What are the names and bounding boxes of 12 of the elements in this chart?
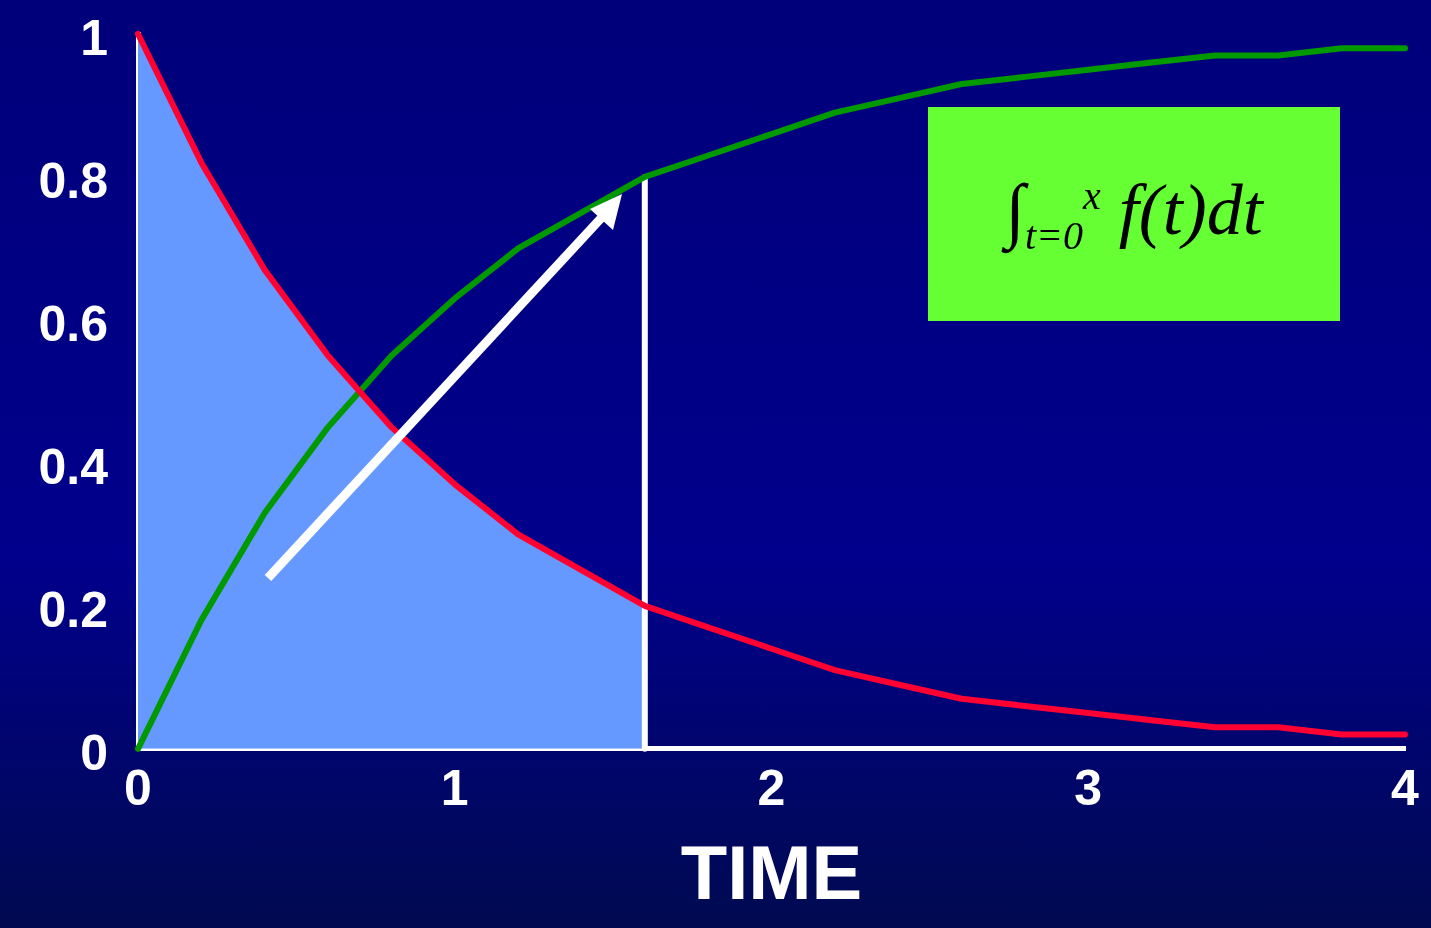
y-tick-label: 1 [80, 10, 108, 66]
y-tick-label: 0.4 [38, 438, 109, 495]
x-tick-label: 3 [1074, 759, 1103, 816]
x-tick-label: 0 [124, 759, 152, 816]
x-tick-label: 1 [440, 759, 469, 816]
y-tick-label: 0 [80, 724, 108, 781]
x-tick-label: 4 [1391, 759, 1420, 816]
x-axis-title: TIME [680, 830, 863, 916]
x-tick-label: 2 [757, 759, 786, 816]
y-tick-label: 0.2 [38, 581, 108, 638]
y-tick-label: 0.8 [38, 152, 108, 209]
y-tick-label: 0.6 [38, 295, 108, 352]
